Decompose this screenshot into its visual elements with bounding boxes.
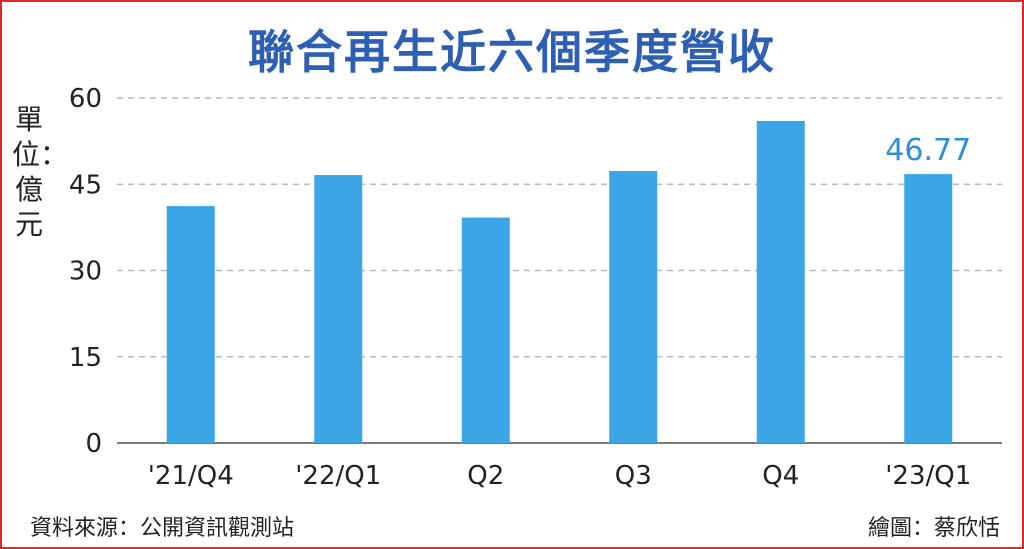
bar: [609, 171, 658, 443]
y-tick-label: 0: [85, 429, 102, 459]
x-category-label: '23/Q1: [885, 461, 971, 491]
bar: [461, 217, 510, 443]
bar: [756, 121, 805, 443]
bar: [166, 206, 215, 443]
bar: [904, 174, 953, 443]
x-category-label: '21/Q4: [148, 461, 234, 491]
y-tick-label: 60: [69, 84, 102, 114]
x-category-label: '22/Q1: [295, 461, 381, 491]
y-tick-label: 15: [69, 343, 102, 373]
chart-title: 聯合再生近六個季度營收: [248, 25, 776, 79]
data-label: 46.77: [885, 133, 971, 168]
x-category-label: Q2: [467, 461, 504, 491]
y-tick-label: 30: [69, 257, 102, 287]
source-note: 資料來源：公開資訊觀測站: [30, 516, 295, 541]
y-tick-label: 45: [69, 170, 102, 200]
x-category-label: Q3: [615, 461, 652, 491]
bar: [314, 175, 363, 444]
credit-note: 繪圖：蔡欣恬: [867, 516, 1000, 541]
x-category-label: Q4: [762, 461, 799, 491]
